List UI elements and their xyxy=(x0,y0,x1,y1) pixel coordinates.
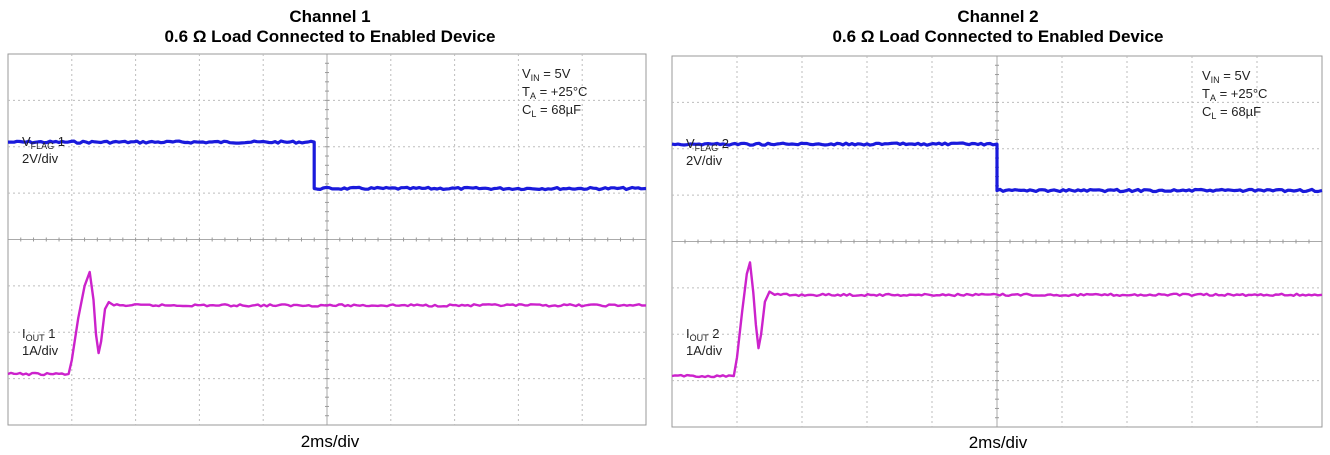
condition-label: TA = +25°C xyxy=(1202,86,1267,103)
trace-iout xyxy=(7,270,647,377)
channel-2-title: Channel 2 xyxy=(957,7,1039,26)
channel-2-panel: Channel 2 0.6 Ω Load Connected to Enable… xyxy=(666,0,1330,455)
channel-2-subtitle: 0.6 Ω Load Connected to Enabled Device xyxy=(832,27,1164,46)
condition-label: CL = 68µF xyxy=(1202,104,1261,121)
scope-grid xyxy=(671,55,1323,428)
series-label: VFLAG 2 xyxy=(686,136,729,153)
channel-1-xlabel: 2ms/div xyxy=(300,432,360,451)
series-scale-label: 2V/div xyxy=(22,151,59,166)
scope-traces xyxy=(671,141,1323,379)
channel-2-xlabel: 2ms/div xyxy=(968,433,1028,452)
series-scale-label: 1A/div xyxy=(22,343,59,358)
trace-vflag xyxy=(671,141,1323,194)
channel-1-panel: Channel 1 0.6 Ω Load Connected to Enable… xyxy=(0,0,660,455)
condition-label: CL = 68µF xyxy=(522,102,581,119)
scope-grid xyxy=(7,53,647,426)
series-label: IOUT 1 xyxy=(22,326,55,343)
series-scale-label: 1A/div xyxy=(686,343,723,358)
channel-1-title: Channel 1 xyxy=(289,7,371,26)
condition-label: VIN = 5V xyxy=(1202,68,1251,85)
trace-iout xyxy=(671,261,1323,379)
scope-traces xyxy=(7,139,647,377)
series-label: VFLAG 1 xyxy=(22,134,65,151)
series-scale-label: 2V/div xyxy=(686,153,723,168)
condition-label: TA = +25°C xyxy=(522,84,587,101)
trace-vflag xyxy=(8,139,647,192)
series-label: IOUT 2 xyxy=(686,326,719,343)
condition-label: VIN = 5V xyxy=(522,66,571,83)
channel-1-subtitle: 0.6 Ω Load Connected to Enabled Device xyxy=(164,27,496,46)
